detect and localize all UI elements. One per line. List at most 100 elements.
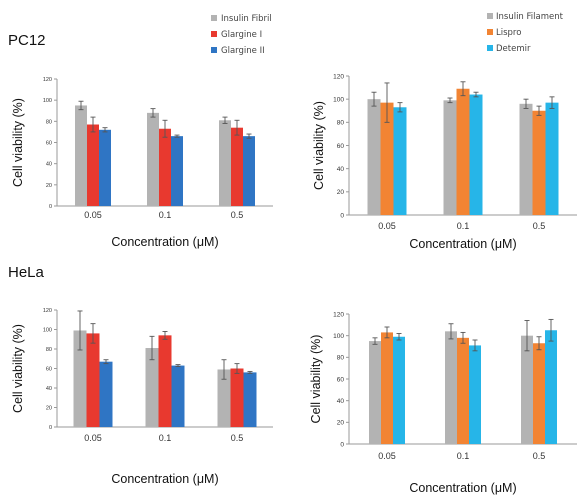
bar <box>367 99 381 215</box>
legend-swatch-glargine-ii <box>211 47 217 53</box>
x-tick-label: 0.5 <box>533 221 546 231</box>
bar <box>158 335 172 427</box>
y-tick-label: 120 <box>43 77 52 83</box>
y-tick-label: 100 <box>43 98 52 104</box>
chart-hela-glargine: 0 20 40 60 80 100 120 0.05 0.1 0.5 Concentration (… <box>11 308 273 486</box>
legend-label-lispro: Lispro <box>496 28 521 38</box>
x-axis-title: Concentration (μM) <box>111 472 218 486</box>
bar <box>147 112 159 206</box>
bar <box>380 102 394 215</box>
bar <box>87 124 99 206</box>
legend-swatch-lispro <box>487 29 493 35</box>
bar <box>532 110 546 215</box>
legend-label-insulin-fibril: Insulin Fibril <box>221 14 272 24</box>
y-tick-label: 0 <box>49 425 52 431</box>
bar <box>86 333 100 427</box>
y-tick-label: 40 <box>46 162 52 168</box>
section-label-pc12: PC12 <box>8 32 46 49</box>
y-tick-label: 60 <box>337 376 345 383</box>
y-tick-label: 80 <box>46 119 52 125</box>
legend-swatch-glargine-i <box>211 31 217 37</box>
y-axis-title: Cell viability (%) <box>312 101 326 190</box>
x-tick-label: 0.5 <box>231 210 244 220</box>
y-tick-label: 120 <box>43 308 52 314</box>
bar <box>171 136 183 206</box>
bar <box>381 332 393 444</box>
y-tick-label: 80 <box>337 355 345 362</box>
legend-swatch-insulin-fibril <box>211 15 217 21</box>
legend-label-insulin-filament: Insulin Filament <box>496 12 564 22</box>
bar <box>230 368 244 427</box>
y-tick-label: 0 <box>340 441 344 448</box>
legend-swatch-insulin-filament <box>487 13 493 19</box>
x-tick-label: 0.05 <box>378 451 396 461</box>
y-tick-label: 0 <box>49 204 52 210</box>
chart-pc12-glargine: 0 20 40 60 80 100 120 0.05 0.1 0.5 Concentration (… <box>11 77 273 249</box>
y-tick-label: 20 <box>337 189 345 196</box>
y-tick-label: 60 <box>337 143 345 150</box>
legend-right: Insulin Filament Lispro Detemir <box>487 12 564 54</box>
x-tick-label: 0.1 <box>159 210 172 220</box>
bar <box>231 127 243 206</box>
y-tick-label: 100 <box>333 333 344 340</box>
x-tick-label: 0.5 <box>231 433 244 443</box>
bar <box>457 337 469 444</box>
bar <box>243 372 257 427</box>
x-tick-label: 0.05 <box>84 210 102 220</box>
y-tick-label: 100 <box>43 327 52 333</box>
bar <box>545 330 557 444</box>
bar <box>521 335 533 444</box>
x-tick-label: 0.5 <box>533 451 546 461</box>
y-axis-title: Cell viability (%) <box>309 335 323 424</box>
bar <box>99 129 111 206</box>
x-tick-label: 0.05 <box>84 433 102 443</box>
y-tick-label: 60 <box>46 140 52 146</box>
chart-pc12-analogs: 0 20 40 60 80 100 120 0.05 0.1 0.5 Concentration (… <box>312 73 577 251</box>
x-axis-title: Concentration (μM) <box>409 237 516 251</box>
section-label-hela: HeLa <box>8 264 45 281</box>
bar <box>456 88 470 215</box>
y-tick-label: 120 <box>333 73 344 80</box>
y-tick-label: 40 <box>46 386 52 392</box>
x-tick-label: 0.1 <box>457 451 470 461</box>
y-tick-label: 40 <box>337 166 345 173</box>
y-tick-label: 20 <box>46 405 52 411</box>
bar <box>393 336 405 444</box>
legend-label-detemir: Detemir <box>496 44 531 54</box>
bar <box>75 105 87 206</box>
y-tick-label: 60 <box>46 366 52 372</box>
bar <box>369 341 381 444</box>
y-axis-title: Cell viability (%) <box>11 324 25 413</box>
y-tick-label: 100 <box>333 96 344 103</box>
bar <box>469 94 483 215</box>
bar <box>217 369 231 427</box>
bar <box>99 361 113 427</box>
bar <box>159 128 171 206</box>
y-tick-label: 120 <box>333 311 344 318</box>
bar <box>545 102 559 215</box>
bar <box>219 120 231 206</box>
legend-label-glargine-i: Glargine I <box>221 30 262 40</box>
y-tick-label: 0 <box>340 212 344 219</box>
y-tick-label: 80 <box>46 347 52 353</box>
x-axis-title: Concentration (μM) <box>409 481 516 495</box>
bar <box>445 331 457 444</box>
x-axis-title: Concentration (μM) <box>111 235 218 249</box>
legend-swatch-detemir <box>487 45 493 51</box>
y-tick-label: 40 <box>337 398 345 405</box>
legend-left: Insulin Fibril Glargine I Glargine II <box>211 14 272 56</box>
x-tick-label: 0.1 <box>159 433 172 443</box>
bar <box>533 343 545 444</box>
bar <box>393 107 407 215</box>
bar <box>171 365 185 427</box>
y-axis-title: Cell viability (%) <box>11 98 25 187</box>
chart-hela-analogs: 0 20 40 60 80 100 120 0.05 0.1 0.5 Concentration (… <box>309 311 577 495</box>
bar <box>73 330 87 427</box>
x-tick-label: 0.05 <box>378 221 396 231</box>
y-tick-label: 20 <box>337 420 345 427</box>
bar <box>243 136 255 206</box>
bar <box>469 345 481 444</box>
bar <box>145 348 159 427</box>
legend-label-glargine-ii: Glargine II <box>221 46 265 56</box>
